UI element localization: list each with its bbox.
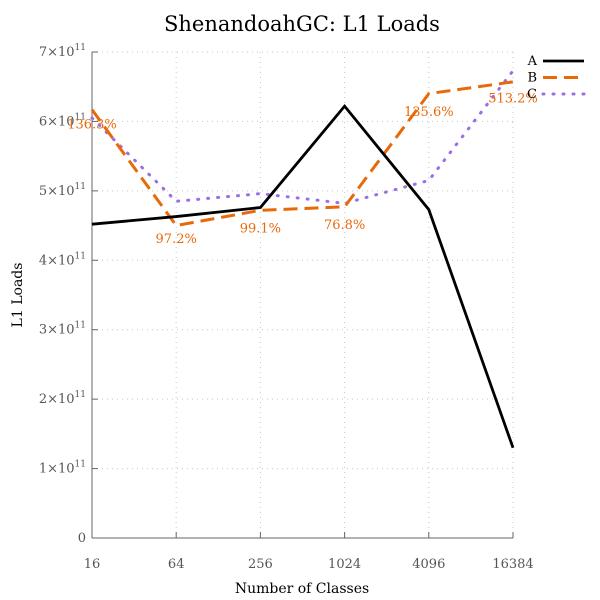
x-tick-label: 16 [84, 557, 101, 572]
chart-title: ShenandoahGC: L1 Loads [164, 12, 440, 36]
x-tick-label: 64 [168, 557, 185, 572]
annotation-label: 513.2% [488, 92, 538, 107]
annotations: 136.3% 97.2% 99.1% 76.8% 135.6% 513.2% [67, 92, 538, 247]
legend-label-c: C [527, 87, 537, 102]
series-line-b [90, 80, 514, 228]
x-tick-label: 256 [248, 557, 273, 572]
annotation-label: 76.8% [324, 218, 365, 233]
series-line-c [90, 69, 515, 205]
grid [92, 51, 514, 538]
y-tick-label: 3×1011 [39, 321, 86, 338]
x-tick-label: 1024 [328, 557, 361, 572]
y-tick-label: 4×1011 [39, 251, 86, 268]
annotation-label: 136.3% [67, 117, 117, 132]
legend: ABC [527, 54, 586, 102]
annotation-label: 135.6% [404, 105, 454, 120]
y-tick-label: 0 [78, 531, 86, 546]
x-ticks: 16 64 256 1024 4096 16384 [84, 532, 534, 572]
y-tick-label: 2×1011 [39, 390, 86, 407]
y-axis-label: L1 Loads [10, 263, 26, 328]
legend-label-b: B [527, 71, 537, 86]
y-tick-label: 6×1011 [39, 112, 86, 129]
x-axis-label: Number of Classes [235, 581, 369, 597]
y-tick-label: 7×1011 [39, 43, 86, 60]
axes [91, 52, 513, 539]
y-ticks: 0 1×1011 2×1011 3×1011 4×1011 5×1011 6×1011 7×1… [39, 43, 98, 546]
y-tick-label: 5×1011 [39, 182, 86, 199]
legend-label-a: A [527, 54, 538, 69]
annotation-label: 97.2% [156, 232, 197, 247]
y-tick-label: 1×1011 [39, 460, 86, 477]
series-line-a [91, 103, 515, 449]
x-tick-label: 4096 [412, 557, 445, 572]
series-lines [90, 69, 515, 449]
x-tick-label: 16384 [492, 557, 533, 572]
annotation-label: 99.1% [240, 222, 281, 237]
